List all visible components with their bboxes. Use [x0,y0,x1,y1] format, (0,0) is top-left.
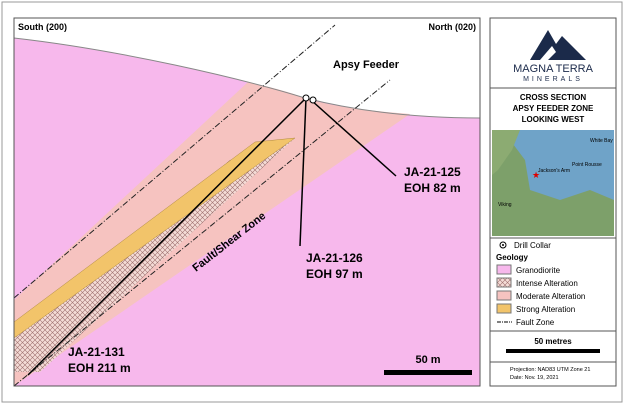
logo-name: MAGNA TERRA [513,63,594,75]
scale-label: 50 m [415,354,440,366]
fault-line [13,79,391,387]
hole-name: JA-21-131 [68,345,125,359]
map-label: Point Rousse [572,162,602,168]
map-label: Jackson's Arm [538,168,570,174]
scale-label: 50 metres [534,337,572,346]
moderate-alteration [14,82,410,386]
legend-label: Moderate Alteration [516,292,585,301]
legend-label: Granodiorite [516,266,561,275]
logo-sub: MINERALS [523,76,583,83]
map-label: Viking [498,202,512,208]
sidebar: MAGNA TERRA MINERALS CROSS SECTION APSY … [489,17,617,387]
legend-swatch [496,303,512,314]
legend-collar [502,244,504,246]
drill-trace [299,97,307,247]
south-label: South (200) [18,22,67,32]
legend-swatch [496,264,512,275]
hole-name: JA-21-125 [404,165,461,179]
hole-eoh: EOH 211 m [68,361,131,375]
north-label: North (020) [428,22,476,32]
title-line: APSY FEEDER ZONE [513,104,594,113]
intense-alteration [14,138,295,372]
scale-bar [506,349,600,353]
title-line: CROSS SECTION [520,93,586,102]
date: Date: Nov. 19, 2021 [510,375,559,381]
title-line: LOOKING WEST [522,115,585,124]
section-border [13,17,481,387]
legend-label: Fault Zone [516,318,555,327]
hole-name: JA-21-126 [306,251,363,265]
legend-heading: Geology [496,253,529,262]
hole-eoh: EOH 97 m [306,267,363,281]
logo-mark [540,46,556,60]
legend-swatch [496,277,512,288]
drill-trace [310,99,397,177]
legend-label: Drill Collar [514,241,551,250]
logo-mark [530,30,586,60]
map-land [492,130,520,175]
fault-line [13,24,336,299]
feature-label: Apsy Feeder [333,59,400,71]
map-label: White Bay [590,138,613,144]
legend-label: Intense Alteration [516,279,578,288]
projection: Projection: NAD83 UTM Zone 21 [510,367,590,373]
scale-bar [384,370,472,375]
map-land [492,140,614,236]
legend-label: Strong Alteration [516,305,575,314]
section: South (200) North (020) Apsy Feeder Faul… [13,17,481,387]
hole-eoh: EOH 82 m [404,181,461,195]
legend-swatch [496,290,512,301]
drill-collar [309,96,317,104]
topography [13,37,481,119]
drill-trace [27,97,307,376]
map-star: ★ [532,170,540,180]
drill-collar [302,94,310,102]
